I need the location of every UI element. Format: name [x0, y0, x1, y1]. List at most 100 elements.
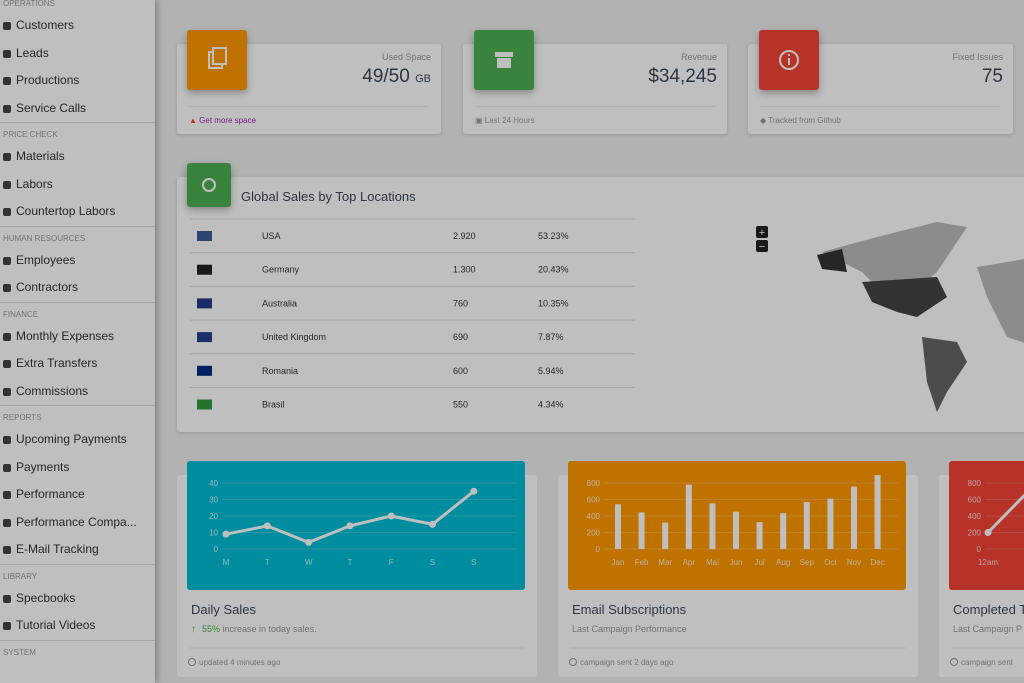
- bar: [615, 504, 621, 549]
- nav-item[interactable]: E-Mail Tracking: [0, 536, 155, 564]
- nav-item[interactable]: Performance: [0, 481, 155, 509]
- bar: [851, 486, 857, 549]
- bar: [874, 475, 881, 549]
- subtitle-text: increase in today sales.: [220, 624, 317, 634]
- chart-footer: campaign sent 2 days ago: [580, 658, 674, 667]
- x-tick-label: Apr: [683, 558, 696, 567]
- x-tick-label: Mai: [706, 558, 719, 567]
- nav-item[interactable]: Customers: [0, 12, 155, 40]
- point: [470, 487, 478, 495]
- y-tick-label: 400: [587, 512, 601, 521]
- x-tick-label: Aug: [776, 558, 790, 567]
- nav-item[interactable]: Productions: [0, 67, 155, 95]
- zoom-button[interactable]: [756, 226, 768, 238]
- x-tick-label: Sep: [800, 558, 815, 567]
- point: [305, 538, 313, 546]
- icon: [187, 163, 231, 207]
- icon: [187, 30, 247, 90]
- sales-card: Global Sales by Top Locations USA 2.920 53…: [177, 163, 1024, 432]
- y-tick-label: 200: [587, 529, 601, 538]
- nav-item[interactable]: Employees: [0, 247, 155, 275]
- nav-item[interactable]: Materials: [0, 143, 155, 171]
- nav-item[interactable]: Extra Transfers: [0, 350, 155, 378]
- stat-label: Fixed Issues: [952, 52, 1003, 62]
- x-tick-label: Jun: [730, 558, 743, 567]
- bar: [827, 498, 834, 549]
- y-tick-label: 40: [209, 479, 218, 488]
- clock-icon: [950, 658, 958, 666]
- x-tick-label: 12am: [978, 558, 998, 567]
- sidebar: OPERATIONS Customers Leads Productions Servi…: [0, 0, 155, 683]
- bar: [662, 522, 669, 549]
- nav-item[interactable]: Contractors: [0, 274, 155, 302]
- stat-label: Revenue: [680, 52, 717, 62]
- section-title: OPERATIONS: [3, 0, 55, 8]
- x-tick-label: Oct: [824, 558, 837, 567]
- chart-subtitle: 55% increase in today sales.: [202, 624, 317, 634]
- bar: [709, 503, 716, 549]
- stat-value: 49/50 GB: [362, 66, 431, 88]
- cell: USA: [262, 231, 281, 241]
- nav-item[interactable]: Service Calls: [0, 95, 155, 123]
- nav-item[interactable]: Upcoming Payments: [0, 426, 155, 454]
- chart-title: Daily Sales: [191, 602, 257, 617]
- link[interactable]: Get more space: [199, 116, 257, 125]
- stat-label: Used Space: [381, 52, 431, 62]
- nav-item[interactable]: Countertop Labors: [0, 198, 155, 226]
- y-tick-label: 600: [968, 496, 982, 505]
- stat-footer: ◆ Tracked from Github: [760, 106, 1001, 125]
- icon: [759, 30, 819, 90]
- point: [222, 530, 230, 538]
- section-title: HUMAN RESOURCES: [0, 225, 155, 247]
- y-tick-label: 200: [968, 529, 982, 538]
- nav-item[interactable]: Labors: [0, 171, 155, 199]
- point: [346, 522, 354, 530]
- y-tick-label: 0: [596, 545, 601, 554]
- nav-item[interactable]: Monthly Expenses: [0, 323, 155, 351]
- y-tick-label: 800: [587, 479, 601, 488]
- nav-item[interactable]: Leads: [0, 40, 155, 68]
- flag: [197, 399, 212, 410]
- bar: [756, 522, 763, 549]
- zoom-button[interactable]: [756, 240, 768, 252]
- cell: 10.35%: [538, 298, 569, 308]
- bar: [780, 513, 787, 549]
- nav-item[interactable]: Tutorial Videos: [0, 612, 155, 640]
- flag: [197, 332, 212, 343]
- point: [263, 522, 271, 530]
- flag: [197, 264, 212, 275]
- section-title: SYSTEM: [0, 639, 155, 661]
- sales-table: USA 2.920 53.23% Germany 1.300 20.43% Australi…: [190, 218, 1024, 412]
- stat-footer: ▣ Last 24 Hours: [475, 106, 715, 125]
- cell: 2.920: [453, 231, 476, 241]
- nav-item[interactable]: Performance Compa...: [0, 509, 155, 537]
- bar: [733, 511, 739, 549]
- cell: 1.300: [453, 265, 476, 275]
- arrow: ↑: [191, 624, 196, 635]
- cell: Romania: [262, 366, 298, 376]
- nav-item[interactable]: Commissions: [0, 378, 155, 406]
- value: 49/50: [362, 66, 410, 87]
- cell: Brasil: [262, 400, 285, 410]
- x-tick-label: S: [430, 558, 435, 567]
- y-tick-label: 30: [209, 496, 218, 505]
- y-tick-label: 400: [968, 512, 982, 521]
- section-title: LIBRARY: [0, 563, 155, 585]
- sales-title: Global Sales by Top Locations: [241, 189, 416, 204]
- unit: GB: [415, 73, 431, 85]
- x-tick-label: Jan: [612, 558, 625, 567]
- cell: United Kingdom: [262, 332, 326, 342]
- chart-title: Completed T: [953, 602, 1024, 617]
- cell: 20.43%: [538, 265, 569, 275]
- nav-item[interactable]: Specbooks: [0, 585, 155, 613]
- clock-icon: [569, 658, 577, 666]
- x-tick-label: T: [265, 558, 270, 567]
- point: [984, 529, 992, 536]
- cell: Germany: [262, 265, 300, 275]
- footer-text: Tracked from Github: [768, 116, 841, 125]
- nav-item[interactable]: Payments: [0, 454, 155, 482]
- cell: 760: [453, 298, 468, 308]
